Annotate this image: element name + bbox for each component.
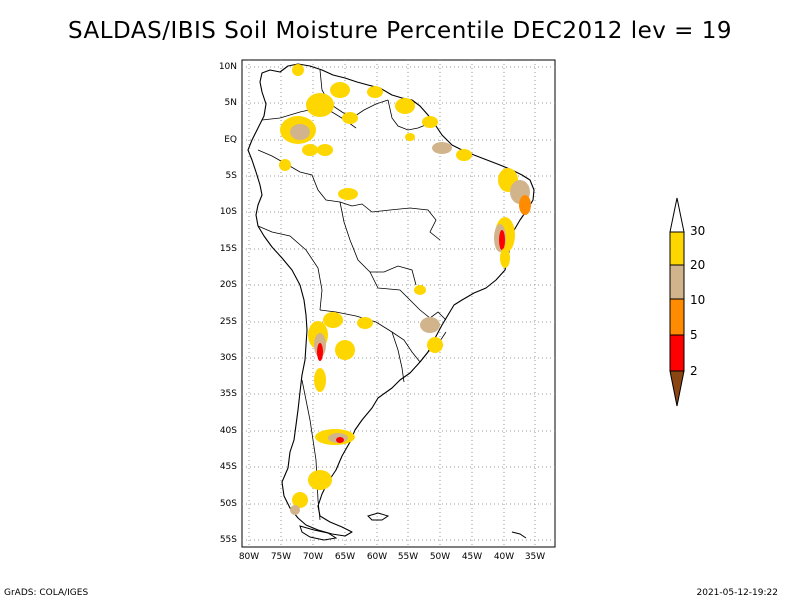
lat-label: 20S (219, 280, 237, 290)
moisture-patch (456, 149, 472, 161)
lat-label: 40S (219, 426, 237, 436)
lon-label: 50W (429, 552, 451, 562)
moisture-patch (395, 98, 415, 114)
lat-label: 5S (225, 171, 237, 181)
moisture-patch (500, 248, 510, 268)
moisture-patch (292, 64, 304, 76)
moisture-patch (317, 343, 323, 361)
moisture-patch (420, 317, 440, 333)
moisture-patch (367, 86, 383, 98)
moisture-patch (357, 317, 373, 329)
colorbar (669, 197, 685, 407)
lat-label: 5N (224, 98, 237, 108)
tierra-del-fuego (299, 525, 338, 541)
lat-label: 10N (218, 62, 237, 72)
map-title: SALDAS/IBIS Soil Moisture Percentile DEC… (67, 18, 733, 44)
lat-label: 45S (219, 462, 237, 472)
lat-label: 30S (219, 353, 237, 363)
colorbar-label: 5 (690, 328, 698, 342)
moisture-patch (292, 492, 308, 508)
lat-label: 10S (219, 207, 237, 217)
moisture-patch (306, 93, 334, 117)
footer-timestamp: 2021-05-12-19:22 (696, 588, 779, 598)
colorbar-swatch-5-10 (669, 298, 685, 336)
lon-label: 75W (270, 552, 292, 562)
moisture-patch (302, 144, 318, 156)
moisture-patch (405, 133, 415, 141)
lon-label: 60W (366, 552, 388, 562)
colorbar-label: 2 (690, 364, 698, 378)
moisture-patch (342, 112, 358, 124)
colorbar-bottom-triangle (669, 370, 685, 407)
moisture-patch (427, 337, 443, 353)
moisture-patch (330, 82, 350, 98)
moisture-patch (323, 312, 343, 328)
moisture-patch (336, 437, 344, 443)
colorbar-swatch-20-30 (669, 231, 685, 266)
colorbar-label: 10 (690, 293, 706, 307)
lon-label: 35W (524, 552, 546, 562)
colorbar-label: 30 (690, 224, 706, 238)
moisture-patch (338, 188, 358, 200)
lat-label: 50S (219, 499, 237, 509)
lat-label: 35S (219, 389, 237, 399)
moisture-patch (290, 124, 310, 140)
lat-label: EQ (224, 135, 237, 145)
footer-credit: GrADS: COLA/IGES (4, 588, 89, 598)
lon-label: 65W (334, 552, 356, 562)
lat-label: 15S (219, 244, 237, 254)
moisture-patch (314, 368, 326, 392)
moisture-patch (519, 195, 531, 215)
lon-label: 55W (397, 552, 419, 562)
lat-label: 25S (219, 317, 237, 327)
moisture-patch (499, 230, 505, 250)
lat-label: 55S (219, 535, 237, 545)
moisture-patch (414, 285, 426, 295)
colorbar-swatch-10-20 (669, 264, 685, 300)
moisture-patch (308, 470, 332, 490)
moisture-patch (422, 116, 438, 128)
colorbar-swatch-2-5 (669, 334, 685, 372)
lon-label: 80W (238, 552, 260, 562)
falkland-islands (367, 512, 390, 521)
colorbar-label: 20 (690, 258, 706, 272)
moisture-patch (335, 340, 355, 360)
moisture-patch (317, 144, 333, 156)
colorbar-top-triangle (669, 197, 685, 233)
lon-label: 45W (461, 552, 483, 562)
lon-label: 40W (493, 552, 515, 562)
soil-moisture-field (279, 64, 531, 515)
lon-label: 70W (302, 552, 324, 562)
moisture-patch (290, 505, 300, 515)
moisture-patch (432, 142, 452, 154)
island-east (511, 531, 527, 539)
moisture-patch (279, 159, 291, 171)
